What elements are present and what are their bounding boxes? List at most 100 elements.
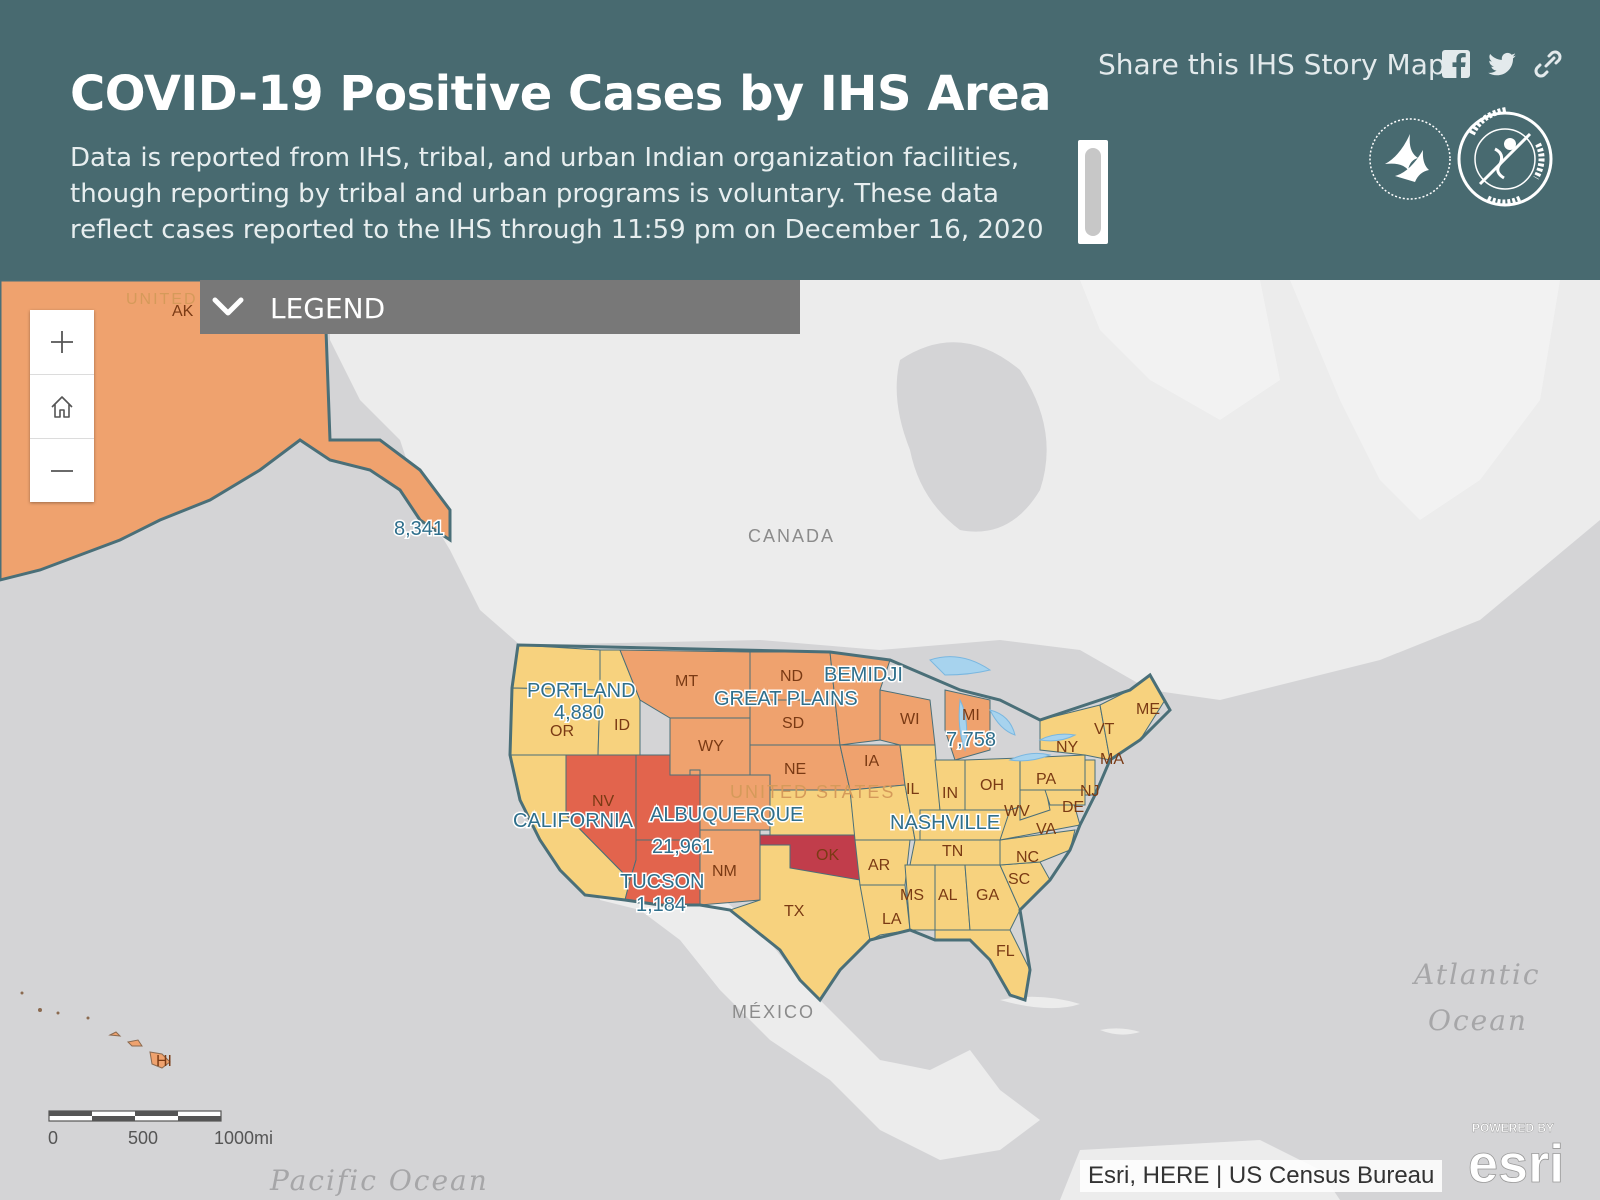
area-label-bemidji: BEMIDJI bbox=[824, 664, 903, 686]
state-label: AR bbox=[868, 857, 890, 874]
state-md bbox=[1044, 789, 1086, 806]
state-label: ID bbox=[614, 717, 630, 734]
state-label: WV bbox=[1004, 803, 1030, 820]
scale-bar: 0 500 1000mi bbox=[48, 1110, 273, 1148]
scale-label-500: 500 bbox=[128, 1128, 159, 1148]
area-cases-bemidji: 7,758 bbox=[946, 729, 996, 751]
home-icon bbox=[51, 396, 73, 418]
area-cases-albuquerque: 21,961 bbox=[652, 836, 713, 858]
state-label: NV bbox=[592, 793, 615, 810]
basemap: CANADA UNITED STATES MÉXICO UNITED Atlan… bbox=[0, 280, 1600, 1200]
zoom-in-icon bbox=[51, 331, 73, 353]
esri-logo[interactable]: POWERED BY esri bbox=[1460, 1118, 1592, 1190]
us-outline bbox=[508, 643, 1172, 1003]
state-label: TX bbox=[784, 903, 805, 920]
area-labels: PORTLAND 4,880 GREAT PLAINS BEMIDJI 7,75… bbox=[393, 517, 1002, 918]
zoom-out-button[interactable] bbox=[30, 438, 94, 503]
zoom-in-button[interactable] bbox=[30, 310, 94, 374]
state-label: MS bbox=[900, 887, 924, 904]
state-label: VT bbox=[1094, 721, 1115, 738]
home-button[interactable] bbox=[30, 374, 94, 439]
hawaii-dots bbox=[20, 991, 90, 1020]
caribbean-islands bbox=[1000, 996, 1140, 1035]
state-label: GA bbox=[976, 887, 999, 904]
area-label-tucson: TUCSON bbox=[620, 871, 704, 893]
greenland-land bbox=[1290, 280, 1560, 520]
esri-powered-label: POWERED BY bbox=[1472, 1121, 1554, 1135]
state-label: NY bbox=[1056, 739, 1079, 756]
zoom-out-icon bbox=[51, 470, 73, 472]
state-label: ME bbox=[1136, 701, 1160, 718]
hawaii bbox=[108, 1031, 171, 1069]
state-label: DE bbox=[1062, 799, 1084, 816]
geo-label-united-ak: UNITED bbox=[126, 291, 198, 308]
us-states bbox=[509, 644, 1166, 1001]
state-ga bbox=[964, 864, 1021, 931]
state-label: OH bbox=[980, 777, 1004, 794]
geo-label-united-states: UNITED STATES bbox=[730, 782, 895, 802]
state-label: IL bbox=[906, 781, 919, 798]
state-mi bbox=[944, 689, 991, 761]
ocean-label-pacific: Pacific Ocean bbox=[269, 1164, 489, 1197]
area-cases-alaska: 8,341 bbox=[394, 518, 444, 540]
scrollbar-thumb[interactable] bbox=[1085, 148, 1101, 236]
ocean-label-atlantic-2: Ocean bbox=[1428, 1004, 1528, 1037]
ihs-logo bbox=[1369, 107, 1553, 207]
scale-label-0: 0 bbox=[48, 1128, 59, 1148]
state-label: MA bbox=[1100, 751, 1124, 768]
area-label-great-plains: GREAT PLAINS bbox=[714, 688, 858, 710]
state-label: TN bbox=[942, 843, 963, 860]
facebook-icon[interactable] bbox=[1440, 48, 1472, 80]
state-label: OK bbox=[816, 847, 839, 864]
state-label: SD bbox=[782, 715, 804, 732]
state-nc bbox=[999, 829, 1076, 866]
state-label: MI bbox=[962, 707, 980, 724]
geo-label-canada: CANADA bbox=[748, 526, 835, 546]
header: COVID-19 Positive Cases by IHS Area Data… bbox=[0, 0, 1600, 280]
great-lakes bbox=[929, 656, 1077, 762]
state-label: NJ bbox=[1080, 783, 1100, 800]
state-labels: AK MT ND SD WY NE OR ID NV IA WI MI IL I… bbox=[156, 303, 1160, 1070]
state-label: AL bbox=[938, 887, 958, 904]
page-description: Data is reported from IHS, tribal, and u… bbox=[70, 143, 1044, 245]
hudson-bay bbox=[896, 342, 1047, 532]
state-label: NM bbox=[712, 863, 737, 880]
state-label: MT bbox=[675, 673, 698, 690]
state-label: NE bbox=[784, 761, 806, 778]
description-scrollbar[interactable] bbox=[1078, 140, 1108, 244]
area-label-nashville: NASHVILLE bbox=[890, 812, 1000, 834]
chevron-down-icon bbox=[212, 297, 244, 316]
baffin-island bbox=[1080, 280, 1280, 420]
state-label: LA bbox=[882, 911, 902, 928]
scale-label-1000: 1000mi bbox=[214, 1128, 274, 1148]
map-view[interactable]: CANADA UNITED STATES MÉXICO UNITED Atlan… bbox=[0, 280, 1600, 1200]
area-cases-tucson: 1,184 bbox=[636, 894, 686, 916]
state-label: IN bbox=[942, 785, 958, 802]
state-ny bbox=[1039, 704, 1111, 761]
alaska bbox=[0, 280, 452, 582]
state-label: AK bbox=[172, 303, 194, 320]
state-label: SC bbox=[1008, 871, 1030, 888]
mexico-land bbox=[590, 870, 1040, 1160]
state-label: OR bbox=[550, 723, 574, 740]
area-cases-portland: 4,880 bbox=[554, 702, 604, 724]
link-icon[interactable] bbox=[1532, 48, 1564, 80]
geo-label-mexico: MÉXICO bbox=[732, 1002, 815, 1022]
legend-toggle[interactable]: LEGEND bbox=[200, 280, 800, 334]
state-label: FL bbox=[996, 943, 1015, 960]
area-label-california: CALIFORNIA bbox=[513, 810, 634, 832]
twitter-icon[interactable] bbox=[1486, 48, 1518, 80]
state-label: WY bbox=[698, 738, 724, 755]
area-label-portland: PORTLAND bbox=[527, 680, 636, 702]
map-attribution[interactable]: Esri, HERE | US Census Bureau bbox=[1080, 1160, 1443, 1192]
esri-brand-label: esri bbox=[1468, 1134, 1564, 1190]
ocean-label-atlantic-1: Atlantic bbox=[1411, 958, 1541, 991]
state-label: IA bbox=[864, 753, 879, 770]
state-label: WI bbox=[900, 711, 920, 728]
state-label: ND bbox=[780, 668, 803, 685]
state-label: NC bbox=[1016, 849, 1039, 866]
page-title: COVID-19 Positive Cases by IHS Area bbox=[70, 66, 1052, 122]
state-label: HI bbox=[156, 1053, 172, 1070]
share-label: Share this IHS Story Map bbox=[1098, 48, 1446, 81]
state-label: VA bbox=[1036, 821, 1056, 838]
